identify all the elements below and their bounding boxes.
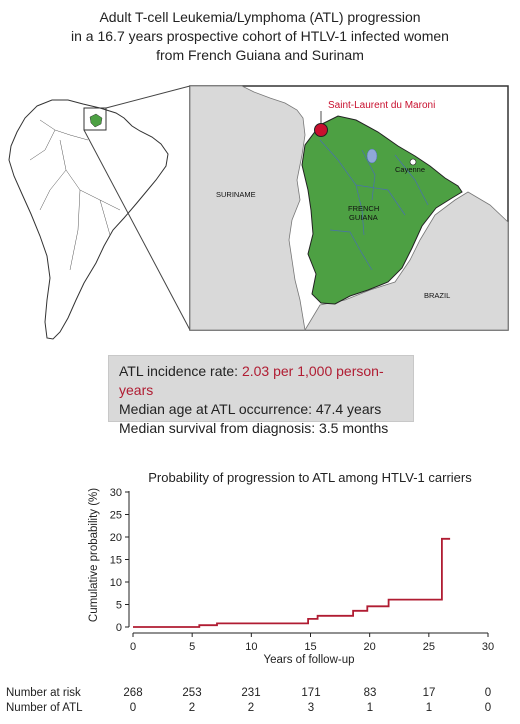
title-line-1: Adult T-cell Leukemia/Lymphoma (ATL) pro…	[99, 9, 421, 25]
cayenne-marker	[409, 158, 417, 166]
connector-line-top	[105, 85, 191, 109]
number-at-risk-label: Number at risk	[6, 687, 81, 699]
x-tick-label: 5	[189, 641, 195, 653]
median-survival: Median survival from diagnosis: 3.5 mont…	[119, 420, 389, 436]
atl-20: 1	[366, 702, 374, 714]
risk-row-atl: Number of ATL 0 2 2 3 1 1 0	[0, 702, 520, 716]
south-america-borders	[29, 119, 121, 271]
south-america-outline	[8, 99, 169, 340]
saint-laurent-marker	[314, 123, 328, 137]
brazil-label: BRAZIL	[424, 291, 450, 300]
connector-line-bottom	[83, 129, 191, 331]
figure-title: Adult T-cell Leukemia/Lymphoma (ATL) pro…	[0, 8, 520, 65]
number-of-atl-label: Number of ATL	[6, 702, 83, 714]
mini-map-inset-box	[83, 107, 107, 131]
y-axis-label: Cumulative probability (%)	[88, 488, 100, 622]
x-tick-label: 10	[245, 641, 257, 653]
y-tick-label: 25	[110, 510, 122, 522]
median-age: Median age at ATL occurrence: 47.4 years	[119, 401, 382, 417]
km-curve-series-0	[133, 537, 451, 628]
mini-french-guiana	[89, 113, 103, 128]
incidence-line: ATL incidence rate: 2.03 per 1,000 perso…	[119, 362, 403, 400]
risk-row-at-risk: Number at risk 268 253 231 171 83 17 0	[0, 687, 520, 701]
y-tick-label: 30	[110, 487, 122, 499]
atl-0: 0	[129, 702, 137, 714]
guiana-label: GUIANA	[349, 213, 378, 222]
y-tick-label: 0	[116, 622, 122, 634]
x-axis-label: Years of follow-up	[264, 654, 355, 666]
map-figure: Cayenne Saint-Laurent du Maroni SURINAME…	[8, 85, 509, 340]
x-tick-label: 25	[423, 641, 435, 653]
incidence-value: 2.03 per 1,000 person-years	[119, 363, 384, 398]
at-risk-15: 171	[301, 687, 321, 699]
atl-10: 2	[247, 702, 255, 714]
saint-laurent-label: Saint-Laurent du Maroni	[328, 100, 435, 111]
atl-15: 3	[307, 702, 315, 714]
zoomed-map: Cayenne Saint-Laurent du Maroni SURINAME…	[189, 85, 509, 331]
atl-5: 2	[188, 702, 196, 714]
y-tick-label: 20	[110, 532, 122, 544]
lake	[366, 148, 378, 164]
chart-title: Probability of progression to ATL among …	[148, 470, 472, 485]
atl-30: 0	[484, 702, 492, 714]
at-risk-5: 253	[182, 687, 202, 699]
title-line-3: from French Guiana and Surinam	[156, 47, 364, 63]
y-tick-label: 5	[116, 600, 122, 612]
rivers	[319, 139, 429, 271]
suriname-label: SURINAME	[216, 190, 256, 199]
y-tick-label: 10	[110, 577, 122, 589]
stats-box: ATL incidence rate: 2.03 per 1,000 perso…	[108, 355, 414, 436]
at-risk-10: 231	[241, 687, 261, 699]
french-guiana-area	[301, 115, 463, 305]
at-risk-30: 0	[484, 687, 492, 699]
title-line-2: in a 16.7 years prospective cohort of HT…	[71, 28, 449, 44]
y-tick-label: 15	[110, 555, 122, 567]
x-tick-label: 20	[364, 641, 376, 653]
french-label: FRENCH	[348, 204, 379, 213]
at-risk-20: 83	[363, 687, 377, 699]
suriname-area	[189, 85, 306, 331]
x-tick-label: 15	[304, 641, 316, 653]
incidence-label: ATL incidence rate:	[119, 363, 242, 379]
at-risk-0: 268	[123, 687, 143, 699]
x-tick-label: 0	[130, 641, 136, 653]
cayenne-label: Cayenne	[395, 165, 425, 174]
atl-25: 1	[425, 702, 433, 714]
km-chart: Probability of progression to ATL among …	[88, 470, 494, 666]
x-tick-label: 30	[482, 641, 494, 653]
at-risk-25: 17	[422, 687, 436, 699]
brazil-area	[304, 191, 509, 331]
